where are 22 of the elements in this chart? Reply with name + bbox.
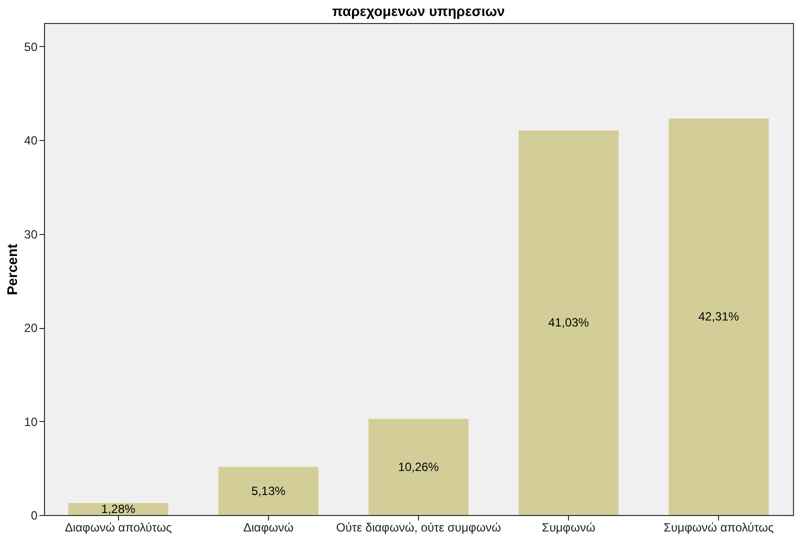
- y-tick-label: 40: [24, 134, 38, 148]
- y-tick-label: 30: [24, 227, 38, 242]
- y-tick-label: 20: [24, 321, 38, 336]
- x-tick-label: Διαφωνώ: [243, 520, 294, 534]
- x-tick-label: Συμφωνώ: [542, 520, 596, 534]
- y-axis-title: Percent: [4, 243, 20, 296]
- y-tick-label: 10: [24, 414, 38, 429]
- data-label: 5,13%: [251, 484, 286, 498]
- x-tick-label: Συμφωνώ απολύτως: [664, 520, 774, 534]
- x-tick-label: Ούτε διαφωνώ, ούτε συμφωνώ: [336, 520, 501, 534]
- data-label: 10,26%: [398, 460, 440, 474]
- bar: [218, 466, 318, 515]
- y-tick-label: 50: [24, 40, 38, 54]
- x-tick-label: Διαφωνώ απολύτως: [64, 520, 172, 534]
- data-label: 41,03%: [548, 316, 590, 330]
- bar: [368, 418, 468, 515]
- data-label: 42,31%: [698, 310, 740, 324]
- bar: [668, 118, 769, 515]
- chart-title: παρεχομενων υπηρεσιων: [332, 3, 506, 19]
- data-label: 1,28%: [101, 502, 136, 516]
- y-tick-label: 0: [30, 508, 38, 522]
- bar: [518, 130, 619, 515]
